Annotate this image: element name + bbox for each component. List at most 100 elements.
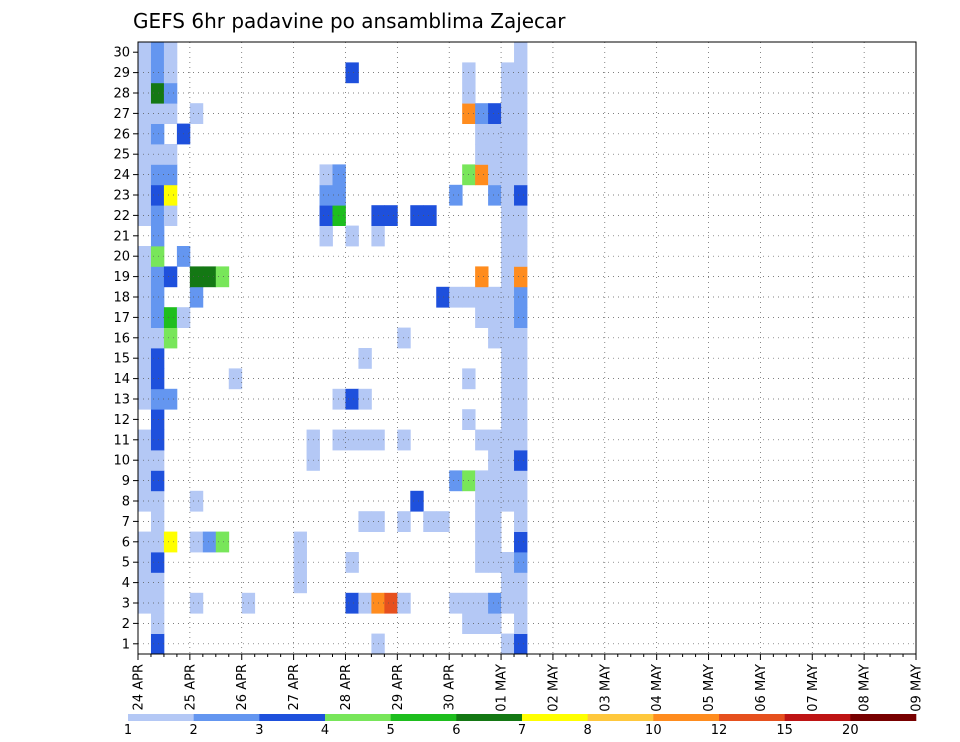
heatmap-cell <box>150 511 165 532</box>
x-tick-label: 02 MAY <box>546 664 561 712</box>
heatmap-cell <box>436 511 450 532</box>
heatmap-cell <box>475 144 489 165</box>
colorbar-swatch <box>128 714 194 721</box>
heatmap-cell <box>514 368 528 390</box>
heatmap-cell <box>138 307 152 328</box>
heatmap-cell <box>501 450 515 471</box>
x-tick-label: 26 APR <box>235 664 250 710</box>
y-tick-label: 8 <box>122 495 130 510</box>
heatmap-cell <box>488 490 502 512</box>
heatmap-cell <box>150 307 165 328</box>
y-tick-label: 7 <box>122 515 130 530</box>
heatmap-cell <box>501 103 515 124</box>
heatmap-cell <box>138 552 152 573</box>
heatmap-cell <box>150 633 165 655</box>
heatmap-cell <box>215 266 230 288</box>
heatmap-cell <box>163 266 178 288</box>
heatmap-cell <box>150 409 165 430</box>
heatmap-cell <box>514 633 528 655</box>
heatmap-cell <box>475 429 489 451</box>
colorbar-label: 2 <box>190 723 198 738</box>
heatmap-cell <box>150 123 165 145</box>
y-tick-label: 29 <box>113 66 130 81</box>
y-tick-label: 9 <box>122 474 130 489</box>
heatmap-cell <box>514 429 528 451</box>
y-tick-label: 15 <box>113 352 130 367</box>
heatmap-cell <box>488 307 502 328</box>
heatmap-cell <box>332 205 346 226</box>
heatmap-cell <box>358 429 372 451</box>
heatmap-cell <box>138 246 152 267</box>
colorbar-swatch <box>522 714 588 721</box>
heatmap-cell <box>150 327 165 349</box>
heatmap-cell <box>475 490 489 512</box>
y-tick-label: 12 <box>113 413 130 428</box>
heatmap-cell <box>514 552 528 573</box>
heatmap-cell <box>501 327 515 349</box>
heatmap-cell <box>332 164 346 186</box>
heatmap-cell <box>138 327 152 349</box>
heatmap-cell <box>397 511 411 532</box>
heatmap-cell <box>150 42 165 63</box>
y-tick-label: 13 <box>113 393 130 408</box>
heatmap-cell <box>475 511 489 532</box>
heatmap-cell <box>150 450 165 471</box>
heatmap-cell <box>501 470 515 492</box>
heatmap-cell <box>150 368 165 390</box>
heatmap-cell <box>475 592 489 614</box>
heatmap-cell <box>514 511 528 532</box>
heatmap-cell <box>501 307 515 328</box>
heatmap-cell <box>514 388 528 410</box>
heatmap-cell <box>332 184 346 206</box>
heatmap-cell <box>514 572 528 594</box>
heatmap-cell <box>358 511 372 532</box>
heatmap-cell <box>501 552 515 573</box>
y-tick-label: 24 <box>113 168 130 183</box>
heatmap-cell <box>202 266 217 288</box>
heatmap-cell <box>358 592 372 614</box>
heatmap-cell <box>150 531 165 553</box>
heatmap-cell <box>345 429 359 451</box>
heatmap-cell <box>501 409 515 430</box>
heatmap-cell <box>138 103 152 124</box>
heatmap-cell <box>514 592 528 614</box>
chart-title: GEFS 6hr padavine po ansamblima Zajecar <box>133 9 566 33</box>
heatmap-cell <box>514 348 528 369</box>
y-tick-label: 20 <box>113 250 130 265</box>
heatmap-cell <box>358 388 372 410</box>
heatmap-cell <box>501 144 515 165</box>
heatmap-cell <box>163 205 178 226</box>
heatmap-cell <box>514 327 528 349</box>
heatmap-cell <box>358 348 372 369</box>
colorbar-label: 4 <box>321 723 329 738</box>
x-tick-label: 29 APR <box>391 664 406 710</box>
heatmap-cell <box>138 368 152 390</box>
heatmap-cell <box>138 531 152 553</box>
heatmap-cell <box>189 531 204 553</box>
heatmap-cell <box>514 286 528 308</box>
heatmap-cell <box>138 490 152 512</box>
x-tick-label: 01 MAY <box>495 664 510 712</box>
heatmap-cell <box>138 205 152 226</box>
grid-lines <box>138 42 916 654</box>
heatmap-cell <box>475 164 489 186</box>
heatmap-cell <box>384 205 398 226</box>
heatmap-cell <box>488 531 502 553</box>
heatmap-cell <box>345 62 359 84</box>
heatmap-cell <box>138 82 152 104</box>
y-tick-label: 22 <box>113 209 130 224</box>
heatmap-cell <box>501 633 515 655</box>
heatmap-cell <box>293 552 307 573</box>
heatmap-cell <box>514 246 528 267</box>
heatmap-cell <box>150 429 165 451</box>
colorbar-label: 10 <box>645 723 662 738</box>
colorbar-swatch <box>653 714 720 721</box>
heatmap-cell <box>189 490 204 512</box>
heatmap-cell <box>345 592 359 614</box>
heatmap-cell <box>138 266 152 288</box>
colorbar-swatch <box>456 714 523 721</box>
heatmap-cell <box>319 164 333 186</box>
heatmap-cell <box>150 164 165 186</box>
heatmap-cell <box>293 572 307 594</box>
